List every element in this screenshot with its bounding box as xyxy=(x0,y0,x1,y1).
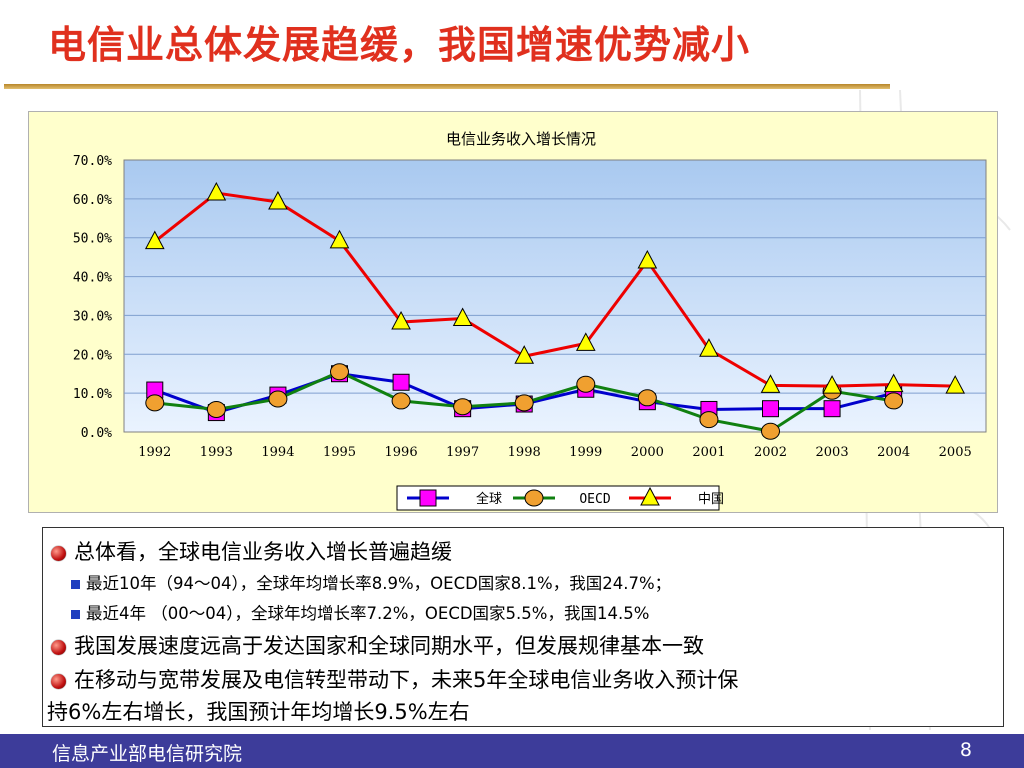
legend-label: OECD xyxy=(579,492,610,507)
data-point xyxy=(637,389,657,407)
data-point xyxy=(330,363,349,381)
data-point xyxy=(762,400,779,418)
x-tick-label: 2003 xyxy=(816,445,849,460)
x-tick-label: 1994 xyxy=(261,445,294,460)
data-point xyxy=(514,345,535,364)
chart-panel: 电信业务收入增长情况 70.0% 60.0% 50.0% 40.0% 30.0% 20.0… xyxy=(28,111,998,513)
y-tick-label: 50.0% xyxy=(73,232,112,247)
footer-organization: 信息产业部电信研究院 xyxy=(52,743,243,765)
blue-square-bullet-icon xyxy=(71,580,80,589)
point-2: 我国发展速度远高于发达国家和全球同期水平，但发展规律基本一致 xyxy=(51,630,704,660)
data-point xyxy=(575,332,596,351)
data-point xyxy=(452,307,473,327)
data-point xyxy=(576,375,596,393)
point-1: 总体看，全球电信业务收入增长普遍趋缓 xyxy=(51,536,452,566)
data-point xyxy=(699,411,719,429)
red-bullet-icon xyxy=(51,639,66,655)
blue-square-bullet-icon xyxy=(71,610,80,619)
data-point xyxy=(391,310,411,330)
x-tick-label: 1992 xyxy=(138,445,171,460)
x-tick-label: 1996 xyxy=(385,445,418,460)
plot-area xyxy=(123,159,987,433)
data-point xyxy=(206,181,227,201)
x-tick-label: 1997 xyxy=(446,445,479,460)
y-tick-label: 10.0% xyxy=(73,387,112,402)
red-bullet-icon xyxy=(51,673,66,689)
data-point xyxy=(392,373,410,391)
data-point xyxy=(268,390,288,408)
page-number: 8 xyxy=(959,739,972,761)
data-point xyxy=(760,374,781,393)
point-3-continued: 持6%左右增长，我国预计年均增长9.5%左右 xyxy=(47,700,470,724)
legend-marker xyxy=(419,489,437,507)
line-chart: 电信业务收入增长情况 70.0% 60.0% 50.0% 40.0% 30.0% 20.0… xyxy=(73,130,987,511)
x-tick-label: 1998 xyxy=(508,445,541,460)
x-tick-label: 1993 xyxy=(200,445,233,460)
data-point xyxy=(637,249,658,269)
x-tick-label: 1999 xyxy=(569,445,602,460)
data-point xyxy=(699,338,719,357)
x-tick-label: 2000 xyxy=(631,445,664,460)
data-point xyxy=(145,394,165,412)
point-1a: 最近10年（94～04），全球年均增长率8.9%，OECD国家8.1%，我国24… xyxy=(51,570,671,594)
chart-title: 电信业务收入增长情况 xyxy=(446,130,596,148)
data-point xyxy=(823,400,841,418)
series-3 xyxy=(144,181,966,394)
point-3: 在移动与宽带发展及电信转型带动下，未来5年全球电信业务收入预计保 xyxy=(51,664,738,694)
data-point xyxy=(514,394,534,412)
y-tick-label: 60.0% xyxy=(73,193,112,208)
red-bullet-icon xyxy=(51,545,66,561)
y-axis-ticks: 70.0% 60.0% 50.0% 40.0% 30.0% 20.0% 10.0% 0.0% xyxy=(73,154,112,441)
data-point xyxy=(329,229,350,249)
y-tick-label: 40.0% xyxy=(73,271,112,286)
legend-label: 全球 xyxy=(476,491,502,507)
y-tick-label: 30.0% xyxy=(73,309,112,324)
y-tick-label: 20.0% xyxy=(73,348,112,363)
x-axis-ticks: 1992 1993 1994 1995 1996 1997 1998 1999 2000 2001… xyxy=(138,445,972,460)
x-tick-label: 1995 xyxy=(323,445,356,460)
data-point xyxy=(945,375,966,394)
summary-text-box: 总体看，全球电信业务收入增长普遍趋缓 最近10年（94～04），全球年均增长率8… xyxy=(42,527,1004,727)
data-point xyxy=(268,190,288,210)
x-tick-label: 2004 xyxy=(877,445,910,460)
title-underline xyxy=(4,84,890,89)
legend: 全球 OECD 中国 xyxy=(396,485,724,511)
data-point xyxy=(206,400,226,418)
point-1b: 最近4年 （00～04），全球年均增长率7.2%，OECD国家5.5%，我国14… xyxy=(51,600,649,624)
x-tick-label: 2001 xyxy=(692,445,725,460)
data-point xyxy=(761,422,780,440)
footer-bar: 信息产业部电信研究院 8 xyxy=(0,734,1024,768)
data-point xyxy=(883,373,904,393)
data-point xyxy=(884,392,904,410)
series-layer xyxy=(144,181,966,440)
series-2 xyxy=(145,363,904,440)
x-tick-label: 2002 xyxy=(754,445,787,460)
data-point xyxy=(391,392,411,410)
slide-title: 电信业总体发展趋缓，我国增速优势减小 xyxy=(48,23,751,67)
y-tick-label: 70.0% xyxy=(73,154,112,169)
series-line xyxy=(153,191,956,388)
y-tick-label: 0.0% xyxy=(81,426,112,441)
legend-label: 中国 xyxy=(698,492,724,507)
legend-marker xyxy=(640,486,660,506)
data-point xyxy=(144,230,165,250)
x-tick-label: 2005 xyxy=(939,445,972,460)
legend-marker xyxy=(524,489,544,507)
data-point xyxy=(822,375,842,394)
data-point xyxy=(453,398,473,416)
